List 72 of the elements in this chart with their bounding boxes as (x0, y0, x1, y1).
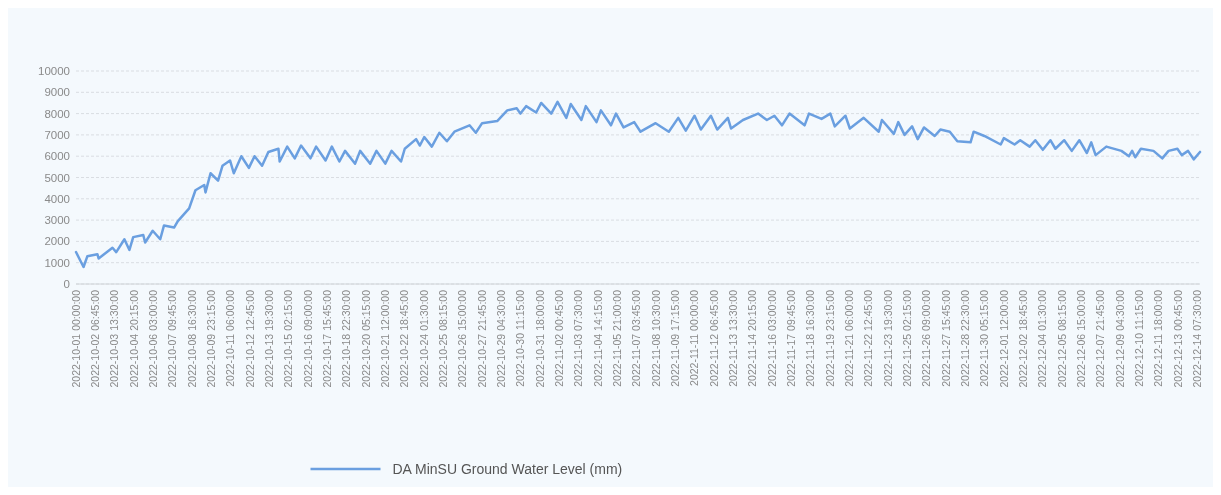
x-tick-label: 2022-10-22 18:45:00 (398, 289, 411, 388)
y-tick-label: 0 (63, 278, 70, 291)
x-tick-label: 2022-10-26 15:00:00 (456, 289, 469, 388)
x-tick-label: 2022-11-04 14:15:00 (591, 289, 604, 387)
x-tick-label: 2022-10-08 16:30:00 (185, 289, 198, 388)
y-tick-label: 7000 (44, 128, 70, 141)
x-tick-label: 2022-12-07 21:45:00 (1094, 289, 1107, 388)
x-tick-label: 2022-11-27 15:45:00 (939, 289, 952, 387)
x-tick-label: 2022-12-05 08:15:00 (1055, 289, 1068, 388)
y-tick-label: 3000 (44, 214, 70, 227)
x-tick-label: 2022-12-14 07:30:00 (1190, 289, 1203, 388)
x-tick-label: 2022-12-09 04:30:00 (1113, 289, 1126, 388)
x-tick-label: 2022-12-10 11:15:00 (1132, 289, 1145, 387)
y-tick-label: 5000 (44, 171, 70, 184)
x-tick-label: 2022-11-13 13:30:00 (726, 289, 739, 387)
x-tick-label: 2022-10-16 09:00:00 (301, 289, 314, 388)
x-tick-label: 2022-11-03 07:30:00 (572, 289, 585, 387)
y-tick-label: 4000 (44, 192, 70, 205)
x-tick-label: 2022-11-07 03:45:00 (630, 289, 643, 387)
y-tick-label: 9000 (44, 86, 70, 99)
x-tick-label: 2022-11-23 19:30:00 (881, 289, 894, 387)
x-tick-label: 2022-11-16 03:00:00 (765, 289, 778, 387)
x-tick-label: 2022-11-18 16:30:00 (804, 289, 817, 387)
x-tick-label: 2022-10-31 18:00:00 (533, 289, 546, 388)
x-tick-label: 2022-11-19 23:15:00 (823, 289, 836, 387)
x-tick-label: 2022-10-11 06:00:00 (224, 289, 237, 387)
x-tick-label: 2022-10-12 12:45:00 (243, 289, 256, 388)
x-tick-label: 2022-11-17 09:45:00 (784, 289, 797, 387)
x-tick-label: 2022-10-17 15:45:00 (320, 289, 333, 388)
x-tick-label: 2022-10-24 01:30:00 (417, 289, 430, 388)
x-tick-label: 2022-12-11 18:00:00 (1152, 289, 1165, 387)
x-tick-label: 2022-11-08 10:30:00 (649, 289, 662, 387)
x-tick-label: 2022-12-06 15:00:00 (1074, 289, 1087, 388)
x-tick-label: 2022-10-18 22:30:00 (340, 289, 353, 388)
x-tick-label: 2022-10-29 04:30:00 (494, 289, 507, 388)
x-tick-label: 2022-11-02 00:45:00 (552, 289, 565, 387)
x-tick-label: 2022-11-22 12:45:00 (862, 289, 875, 387)
x-tick-label: 2022-11-14 20:15:00 (746, 289, 759, 387)
line-series (74, 100, 1202, 269)
x-tick-label: 2022-11-12 06:45:00 (707, 289, 720, 387)
x-tick-label: 2022-11-21 06:00:00 (842, 289, 855, 387)
x-tick-label: 2022-10-04 20:15:00 (127, 289, 140, 388)
x-tick-label: 2022-10-13 19:30:00 (262, 289, 275, 388)
x-tick-label: 2022-11-05 21:00:00 (610, 289, 623, 387)
y-tick-label: 6000 (44, 150, 70, 163)
x-tick-label: 2022-12-04 01:30:00 (1036, 289, 1049, 388)
x-tick-label: 2022-10-20 05:15:00 (359, 289, 372, 388)
y-tick-label: 2000 (44, 235, 70, 248)
x-tick-label: 2022-10-02 06:45:00 (89, 289, 102, 388)
x-tick-label: 2022-11-11 00:00:00 (688, 289, 701, 386)
x-tick-label: 2022-10-27 21:45:00 (475, 289, 488, 388)
x-tick-label: 2022-10-15 02:15:00 (282, 289, 295, 388)
y-tick-label: 1000 (44, 256, 70, 269)
x-tick-label: 2022-10-21 12:00:00 (378, 289, 391, 388)
y-tick-label: 10000 (38, 65, 70, 78)
x-tick-label: 2022-10-07 09:45:00 (166, 289, 179, 388)
x-tick-label: 2022-12-02 18:45:00 (1016, 289, 1029, 388)
x-tick-label: 2022-11-26 09:00:00 (920, 289, 933, 387)
y-tick-label: 8000 (44, 107, 70, 120)
x-tick-label: 2022-10-01 00:00:00 (69, 289, 82, 388)
x-tick-label: 2022-11-25 02:15:00 (900, 289, 913, 387)
x-tick-label: 2022-10-03 13:30:00 (108, 289, 121, 388)
x-tick-label: 2022-10-30 11:15:00 (514, 289, 527, 387)
x-tick-label: 2022-11-09 17:15:00 (668, 289, 681, 387)
x-tick-label: 2022-10-06 03:00:00 (147, 289, 159, 388)
x-tick-label: 2022-12-01 12:00:00 (997, 289, 1010, 388)
x-tick-label: 2022-10-25 08:15:00 (436, 289, 449, 388)
x-tick-label: 2022-10-09 23:15:00 (204, 289, 217, 388)
x-tick-label: 2022-11-30 05:15:00 (978, 289, 991, 387)
x-tick-label: 2022-12-13 00:45:00 (1171, 289, 1184, 388)
x-tick-label: 2022-11-28 22:30:00 (958, 289, 971, 387)
legend-label: DA MinSU Ground Water Level (mm) (392, 460, 623, 477)
